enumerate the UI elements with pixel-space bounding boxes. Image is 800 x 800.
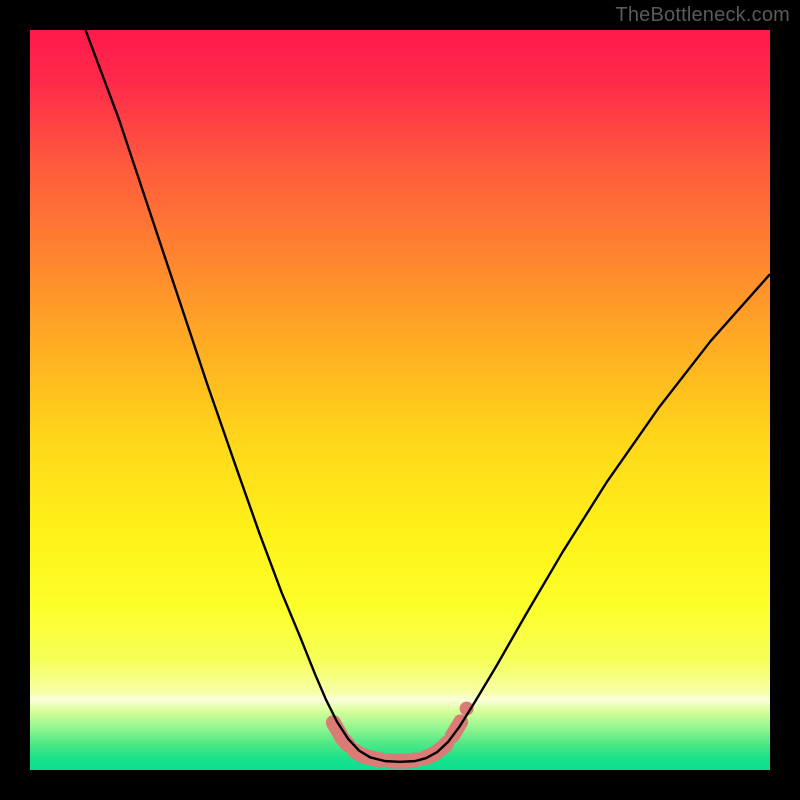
- valley-marker-path: [333, 722, 460, 761]
- bottleneck-curve: [86, 30, 771, 762]
- watermark-text: TheBottleneck.com: [615, 4, 790, 27]
- plot-overlay-svg: [30, 30, 770, 770]
- plot-frame: [30, 30, 770, 770]
- chart-root: TheBottleneck.com: [0, 0, 800, 800]
